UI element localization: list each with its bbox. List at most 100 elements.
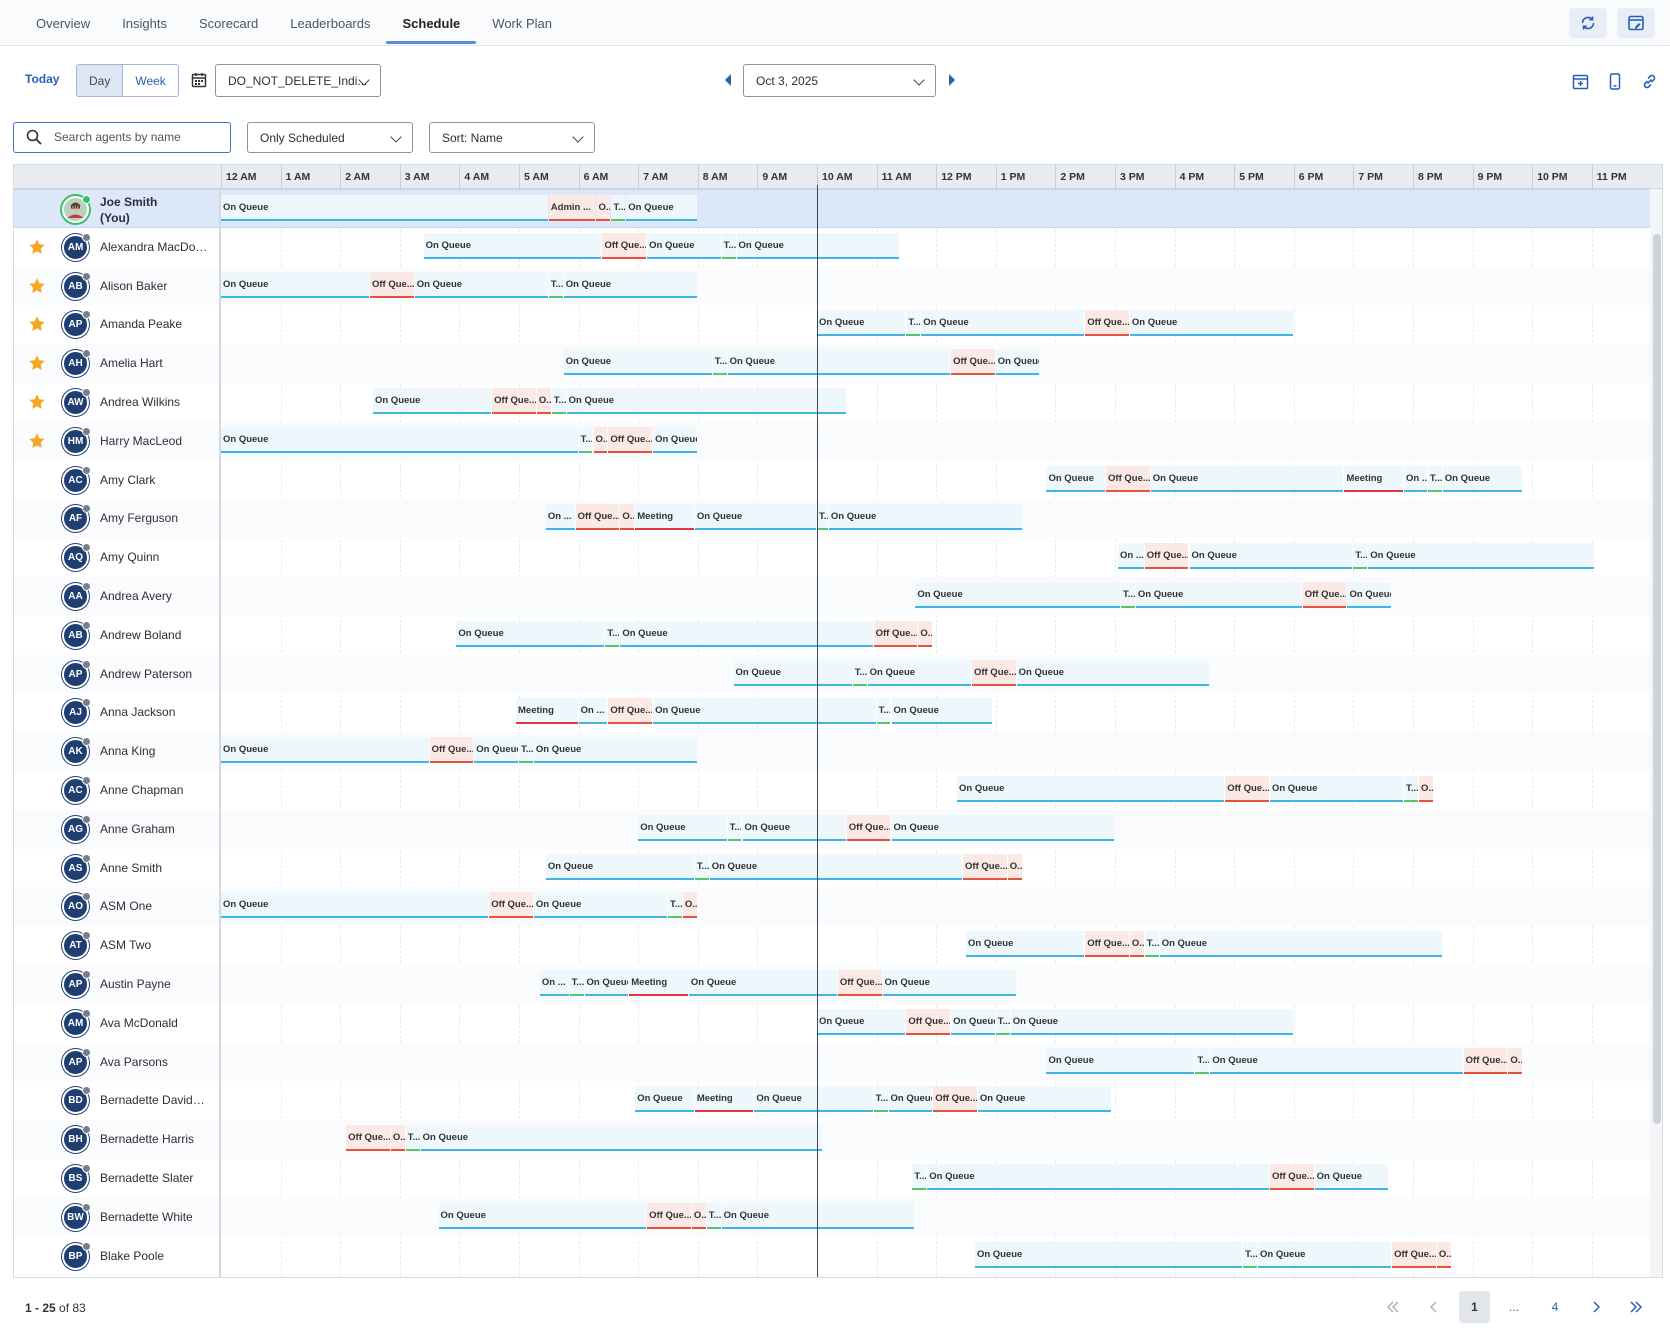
schedule-activity-block[interactable]: On Queue [1129, 310, 1293, 337]
schedule-activity-block[interactable]: On Queue [647, 232, 721, 259]
schedule-activity-block[interactable]: On Queue [620, 620, 873, 647]
agent-name[interactable]: Alison Baker [100, 278, 168, 293]
schedule-activity-block[interactable]: On Queue [438, 1202, 647, 1229]
agent-name[interactable]: Andrea Wilkins [100, 395, 181, 409]
schedule-activity-block[interactable]: On Queue [888, 1086, 933, 1113]
schedule-activity-block[interactable]: O... [682, 892, 697, 919]
schedule-activity-block[interactable]: On Queue [688, 970, 837, 996]
schedule-activity-block[interactable]: On Queue [817, 310, 906, 337]
schedule-activity-block[interactable]: T... [569, 970, 584, 996]
schedule-activity-block[interactable]: T... [852, 659, 867, 686]
tab-insights[interactable]: Insights [122, 15, 167, 31]
day-view-button[interactable]: Day [77, 65, 124, 96]
agent-name[interactable]: ASM Two [100, 938, 152, 953]
schedule-activity-block[interactable]: On Queue [1347, 582, 1392, 608]
agent-name[interactable]: Andrea Avery [100, 589, 172, 603]
today-button[interactable]: Today [25, 72, 60, 86]
schedule-activity-block[interactable]: Off Que... [1392, 1241, 1436, 1268]
schedule-activity-block[interactable]: On Queue [882, 970, 1016, 996]
agent-name[interactable]: Andrew Boland [100, 627, 182, 642]
vertical-scrollbar[interactable] [1650, 189, 1662, 1277]
schedule-activity-block[interactable]: Meeting [635, 504, 694, 531]
schedule-activity-block[interactable]: Off Que... [846, 814, 891, 841]
add-calendar-button[interactable] [1570, 71, 1590, 91]
scrollbar-thumb[interactable] [1653, 234, 1661, 1124]
refresh-button[interactable] [1569, 8, 1607, 38]
schedule-activity-block[interactable]: On Queue [1159, 931, 1442, 958]
schedule-activity-block[interactable]: On Queue [1368, 543, 1594, 570]
week-view-button[interactable]: Week [135, 73, 166, 88]
schedule-activity-block[interactable]: On Queue [221, 195, 548, 221]
schedule-activity-block[interactable]: On Queue [727, 349, 951, 376]
schedule-activity-block[interactable]: On Queue [566, 388, 846, 414]
agent-name[interactable]: ASM One [100, 899, 153, 914]
agent-name[interactable]: Anna Jackson [100, 705, 176, 720]
schedule-activity-block[interactable]: Off Que... [906, 1008, 951, 1035]
agent-name[interactable]: Bernadette Davidson [100, 1093, 210, 1108]
schedule-activity-block[interactable]: T... [721, 232, 736, 259]
schedule-activity-block[interactable]: On ... [1117, 543, 1144, 570]
schedule-activity-block[interactable]: On Queue [1010, 1008, 1293, 1035]
schedule-activity-block[interactable]: O... [918, 620, 933, 647]
schedule-activity-block[interactable]: T... [912, 1164, 927, 1190]
page-1-button[interactable]: 1 [1459, 1291, 1490, 1323]
schedule-activity-block[interactable]: On Queue [584, 970, 629, 996]
schedule-activity-block[interactable]: T... [611, 195, 626, 221]
page-4-button[interactable]: 4 [1551, 1300, 1559, 1314]
schedule-activity-block[interactable]: On Queue [474, 737, 518, 764]
agent-name[interactable]: Anne Smith [100, 860, 163, 875]
schedule-activity-block[interactable]: On Queue [456, 620, 605, 647]
schedule-activity-block[interactable]: Off Que... [429, 737, 474, 764]
schedule-activity-block[interactable]: On Queue [915, 582, 1120, 608]
schedule-activity-block[interactable]: T... [1144, 931, 1159, 958]
schedule-activity-block[interactable]: Off Que... [1106, 465, 1150, 492]
schedule-activity-block[interactable]: O... [596, 195, 611, 221]
schedule-activity-block[interactable]: O... [691, 1202, 706, 1229]
schedule-activity-block[interactable]: On Queue [867, 659, 971, 686]
schedule-activity-block[interactable]: T... [694, 853, 709, 880]
favorite-star-icon[interactable] [28, 354, 46, 372]
schedule-activity-block[interactable]: On Queue [221, 426, 578, 453]
schedule-activity-block[interactable]: Off Que... [370, 271, 414, 298]
previous-page-button[interactable] [1422, 1291, 1446, 1323]
schedule-activity-block[interactable]: On Queue [957, 776, 1225, 802]
agent-name[interactable]: Alexandra MacDon... [100, 239, 210, 254]
schedule-activity-block[interactable]: On Queue [966, 931, 1085, 958]
schedule-activity-block[interactable]: O... [1129, 931, 1144, 958]
schedule-activity-block[interactable]: T... [1427, 465, 1442, 492]
next-day-button[interactable] [946, 72, 958, 88]
page-ellipsis[interactable]: ... [1508, 1300, 1519, 1314]
schedule-activity-block[interactable]: T... [519, 737, 533, 764]
schedule-activity-block[interactable]: On Queue [1046, 465, 1106, 492]
schedule-activity-block[interactable]: On Queue [974, 1241, 1243, 1268]
schedule-activity-block[interactable]: On Queue [221, 737, 429, 764]
schedule-activity-block[interactable]: On Queue [638, 814, 727, 841]
schedule-activity-block[interactable]: Off Que... [837, 970, 882, 996]
first-page-button[interactable] [1381, 1291, 1405, 1323]
agent-name[interactable]: Amanda Peake [100, 317, 183, 332]
agent-name[interactable]: Joe Smith (You) [100, 195, 158, 225]
schedule-activity-block[interactable]: Off Que... [602, 232, 647, 259]
agent-name[interactable]: Amy Clark [100, 472, 156, 487]
tab-schedule[interactable]: Schedule [386, 0, 477, 46]
schedule-activity-block[interactable]: T... [817, 504, 828, 531]
schedule-activity-block[interactable]: Off Que... [1085, 310, 1129, 337]
open-window-button[interactable] [1617, 8, 1655, 38]
favorite-star-icon[interactable] [28, 238, 46, 256]
favorite-star-icon[interactable] [28, 432, 46, 450]
agent-name[interactable]: Ava Parsons [100, 1054, 168, 1069]
tab-leaderboards[interactable]: Leaderboards [290, 15, 371, 31]
schedule-activity-block[interactable]: Off Que... [1463, 1047, 1508, 1074]
schedule-activity-block[interactable]: On Queue [742, 814, 846, 841]
schedule-activity-block[interactable]: T... [1243, 1241, 1258, 1268]
tab-overview[interactable]: Overview [36, 15, 91, 31]
schedule-activity-block[interactable]: On Queue [709, 853, 963, 880]
schedule-activity-block[interactable]: On ... [545, 504, 575, 531]
agent-name[interactable]: Austin Payne [100, 977, 171, 991]
tab-work-plan[interactable]: Work Plan [492, 15, 553, 31]
favorite-star-icon[interactable] [28, 315, 46, 333]
schedule-activity-block[interactable]: O... [536, 388, 551, 414]
schedule-activity-block[interactable]: O... [1508, 1047, 1523, 1074]
schedule-activity-block[interactable]: On Queue [533, 892, 667, 919]
schedule-activity-block[interactable]: O... [593, 426, 608, 453]
